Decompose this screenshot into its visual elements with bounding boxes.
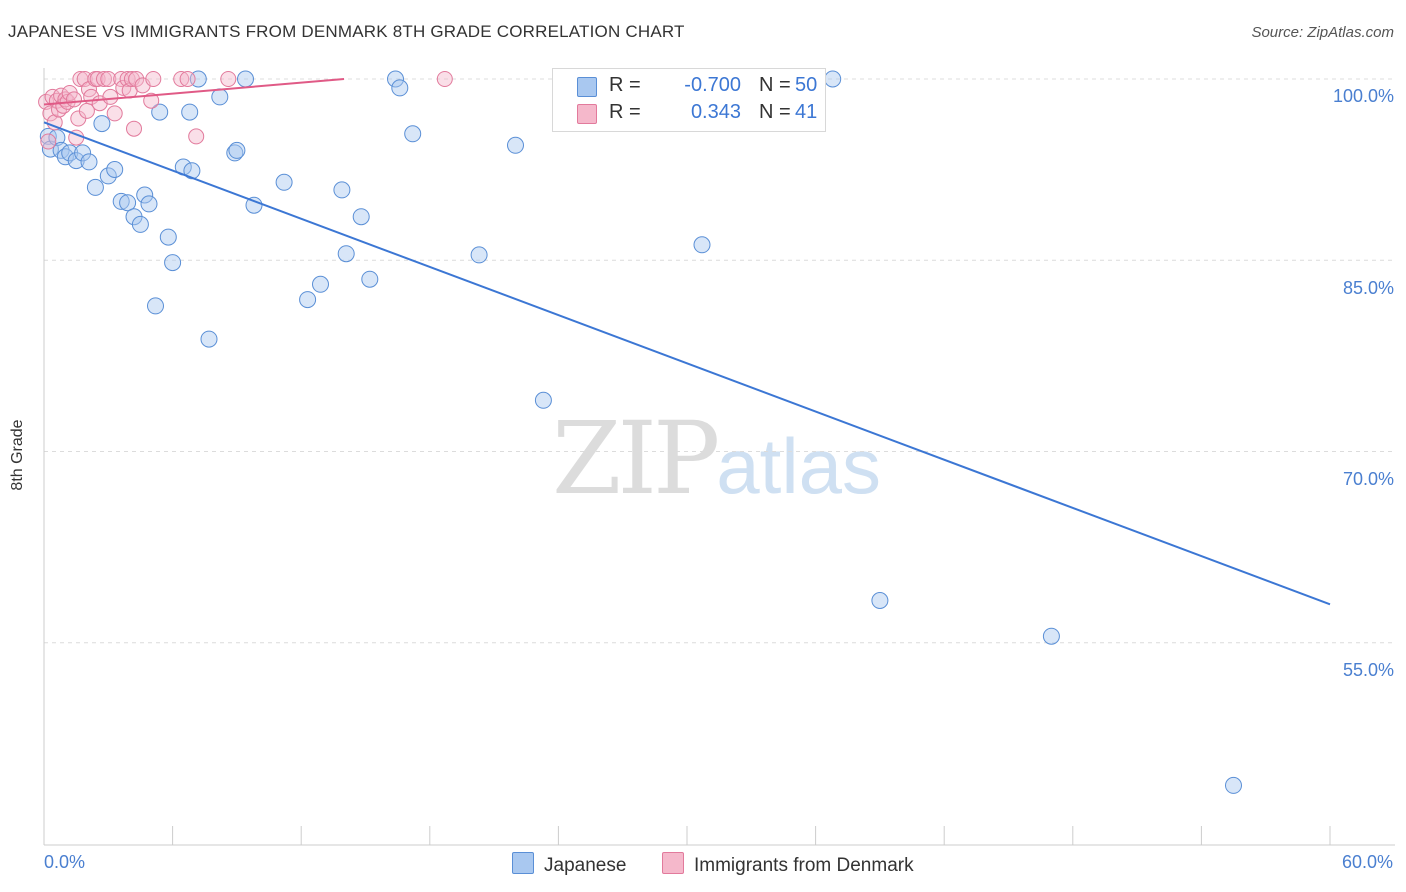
japanese-point [534, 391, 552, 409]
y-tick-label-70: 70.0% [1342, 469, 1394, 489]
denmark-point [46, 114, 63, 131]
denmark-trend-line [43, 78, 345, 106]
japanese-point [112, 192, 130, 210]
watermark-atlas: atlas [716, 422, 882, 510]
legend-swatch-japanese [512, 852, 534, 874]
japanese-point [93, 115, 111, 133]
denmark-point [106, 105, 123, 122]
japanese-point [164, 254, 182, 272]
japanese-point [333, 181, 351, 199]
japanese-point [200, 330, 218, 348]
japanese-point [299, 291, 317, 309]
japanese-point [99, 167, 117, 185]
legend-label-denmark: Immigrants from Denmark [694, 855, 914, 876]
japanese-point [404, 125, 422, 143]
denmark-point [145, 71, 162, 87]
japanese-point [147, 297, 164, 315]
denmark-point [143, 92, 160, 109]
japanese-point [312, 275, 329, 293]
denmark-point [40, 133, 57, 150]
y-tick-label-55: 55.0% [1342, 660, 1394, 680]
x-tick-label-min: 0.0% [44, 852, 86, 872]
japanese-point [245, 196, 263, 214]
chart-title: JAPANESE VS IMMIGRANTS FROM DENMARK 8TH … [8, 22, 685, 41]
japanese-point [106, 161, 124, 178]
japanese-trend-line [43, 121, 1331, 606]
axes [43, 68, 1395, 846]
japanese-point [871, 592, 889, 609]
stats-n-label: N = [759, 101, 791, 123]
stats-swatch-japanese [577, 77, 597, 97]
y-axis-label: 8th Grade [9, 419, 26, 491]
stats-swatch-denmark [577, 104, 597, 124]
denmark-point [436, 71, 453, 87]
japanese-point [39, 127, 57, 145]
japanese-point [824, 70, 842, 88]
japanese-point [237, 70, 254, 88]
japanese-point [74, 144, 92, 162]
legend-swatch-denmark [662, 852, 684, 874]
denmark-point [66, 91, 82, 108]
trend-lines [43, 78, 1331, 606]
japanese-point [337, 245, 355, 263]
stats-n-value: 50 [795, 74, 818, 96]
watermark-zip: ZIP [552, 400, 720, 517]
legend-item-denmark[interactable]: Immigrants from Denmark [662, 852, 914, 877]
japanese-point [391, 79, 409, 97]
correlation-stats-box: R = -0.700 N = 50 R = 0.343 N = 41 [552, 68, 826, 132]
denmark-point [188, 128, 205, 145]
japanese-point [226, 144, 244, 162]
data-points [38, 70, 1242, 794]
japanese-point [211, 88, 229, 106]
y-tick-label-85: 85.0% [1342, 278, 1394, 298]
denmark-point [96, 71, 112, 87]
y-tick-label-100: 100.0% [1332, 86, 1394, 106]
denmark-point [128, 71, 145, 87]
japanese-point [119, 194, 137, 212]
japanese-point [228, 141, 246, 159]
japanese-point [136, 186, 154, 204]
japanese-point [361, 270, 379, 288]
legend-item-japanese[interactable]: Japanese [512, 852, 626, 877]
japanese-point [1042, 627, 1060, 645]
japanese-point [140, 195, 158, 213]
stats-n-value: 41 [795, 101, 818, 123]
denmark-point [102, 88, 119, 105]
japanese-point [352, 208, 370, 226]
japanese-point [80, 153, 98, 171]
denmark-point [179, 71, 196, 87]
stats-r-label: R = [609, 101, 641, 123]
denmark-point [126, 120, 142, 137]
japanese-point [1225, 776, 1242, 794]
zipatlas-watermark: ZIPatlas [552, 400, 881, 517]
japanese-point [131, 215, 149, 233]
stats-r-value: 0.343 [690, 101, 741, 123]
denmark-point [42, 105, 59, 122]
source-label: Source: ZipAtlas.com [1251, 24, 1394, 41]
japanese-point [181, 103, 199, 121]
denmark-point [100, 71, 117, 87]
denmark-point [220, 71, 237, 87]
stats-r-value: -0.700 [684, 74, 741, 96]
stats-n-label: N = [759, 74, 791, 96]
japanese-point [86, 178, 104, 196]
stats-r-label: R = [609, 74, 641, 96]
japanese-point [693, 236, 711, 254]
legend-label-japanese: Japanese [544, 855, 627, 876]
japanese-point [470, 246, 488, 264]
japanese-point [151, 103, 169, 121]
japanese-point [275, 173, 293, 191]
denmark-point [173, 71, 190, 87]
japanese-point [507, 136, 524, 154]
japanese-point [159, 228, 177, 246]
grid-lines [44, 78, 1395, 644]
x-tick-label-max: 60.0% [1341, 852, 1393, 872]
japanese-point [387, 70, 404, 88]
